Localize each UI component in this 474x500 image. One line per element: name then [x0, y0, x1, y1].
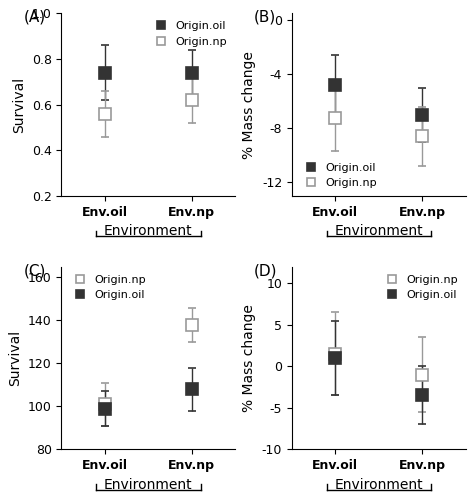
Legend: Origin.oil, Origin.np: Origin.oil, Origin.np — [148, 19, 230, 49]
Legend: Origin.np, Origin.oil: Origin.np, Origin.oil — [378, 272, 460, 302]
X-axis label: Environment: Environment — [335, 478, 423, 492]
X-axis label: Environment: Environment — [104, 224, 193, 238]
Text: (D): (D) — [254, 263, 277, 278]
Legend: Origin.oil, Origin.np: Origin.oil, Origin.np — [297, 160, 379, 190]
X-axis label: Environment: Environment — [335, 224, 423, 238]
Text: (B): (B) — [254, 10, 276, 24]
Y-axis label: Survival: Survival — [12, 76, 26, 132]
Y-axis label: Survival: Survival — [9, 330, 22, 386]
X-axis label: Environment: Environment — [104, 478, 193, 492]
Y-axis label: % Mass change: % Mass change — [242, 50, 256, 158]
Y-axis label: % Mass change: % Mass change — [242, 304, 256, 412]
Legend: Origin.np, Origin.oil: Origin.np, Origin.oil — [67, 272, 149, 302]
Text: (A): (A) — [23, 10, 46, 24]
Text: (C): (C) — [23, 263, 46, 278]
